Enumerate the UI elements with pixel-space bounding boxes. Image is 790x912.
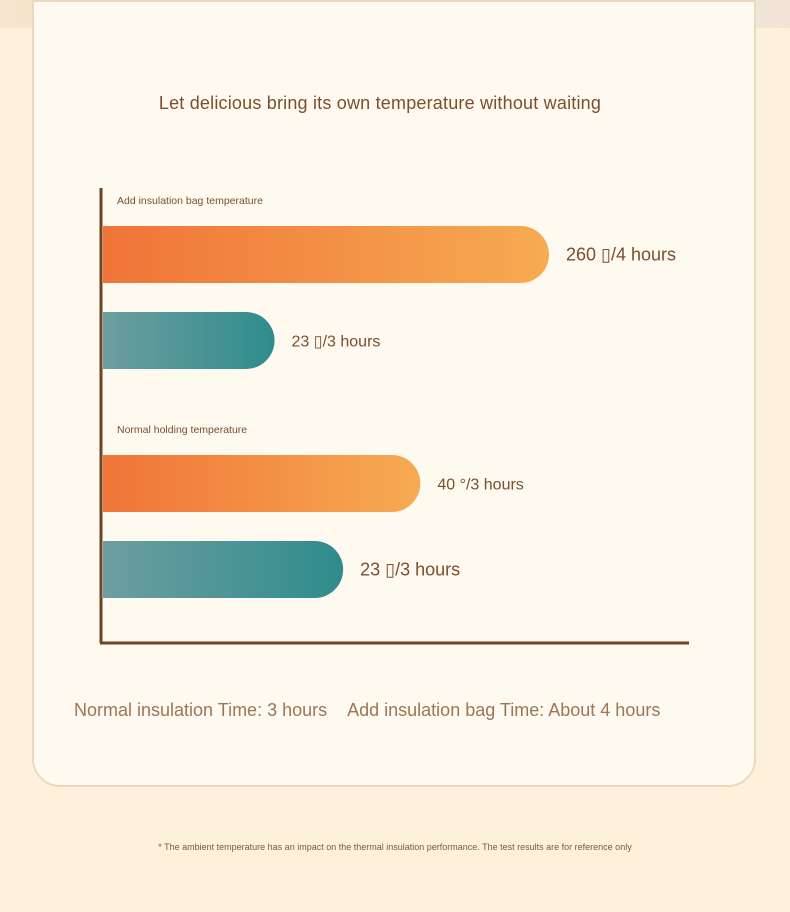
summary-bag-time: Add insulation bag Time: About 4 hours <box>347 700 661 720</box>
orange-bar <box>103 226 549 283</box>
headline: Let delicious bring its own temperature … <box>158 93 602 113</box>
orange-bar <box>103 455 421 512</box>
content-card <box>32 0 756 787</box>
group-label: Add insulation bag temperature <box>117 195 263 207</box>
bar-value-label: 40 °/3 hours <box>437 477 523 494</box>
bar-value-label: 23 ▯/3 hours <box>360 560 460 580</box>
bar-value-label: 23 ▯/3 hours <box>292 334 381 351</box>
bar-value-label: 260 ▯/4 hours <box>566 245 676 265</box>
teal-bar <box>103 541 344 598</box>
summary-normal-time: Normal insulation Time: 3 hours <box>74 700 328 720</box>
teal-bar <box>103 312 275 369</box>
group-label: Normal holding temperature <box>117 424 247 436</box>
insulation-summary: Normal insulation Time: 3 hours Add insu… <box>74 700 734 721</box>
footnote: * The ambient temperature has an impact … <box>158 842 632 852</box>
